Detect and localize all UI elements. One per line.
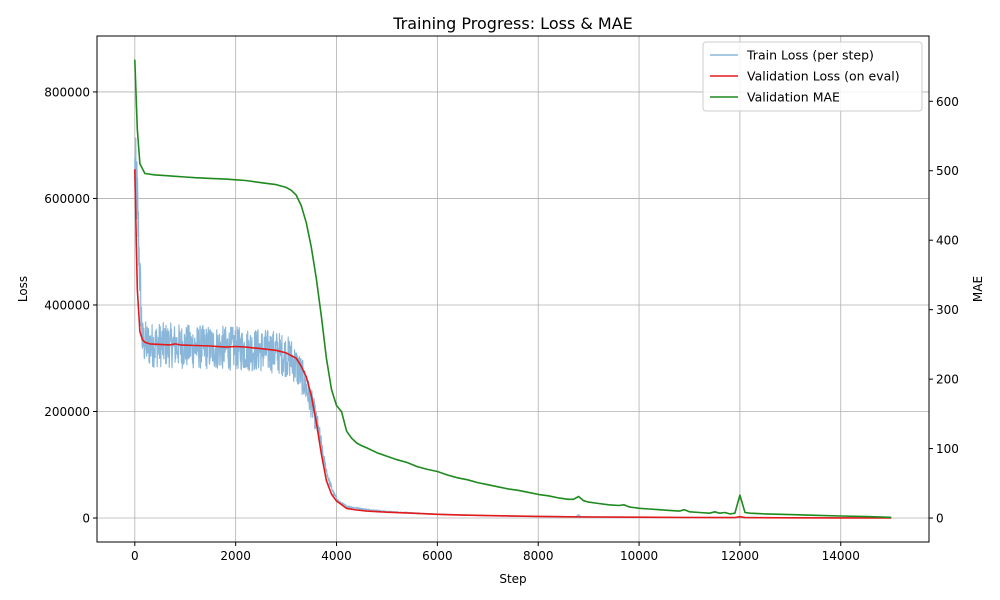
y-right-tick-label: 200 — [936, 373, 959, 387]
y-right-tick-label: 600 — [936, 95, 959, 109]
x-tick-label: 10000 — [620, 549, 658, 563]
y-left-tick-label: 400000 — [44, 298, 90, 312]
y-right-tick-label: 500 — [936, 164, 959, 178]
x-axis-label: Step — [499, 572, 526, 586]
legend-label-validation-mae: Validation MAE — [747, 90, 840, 105]
x-tick-label: 14000 — [822, 549, 860, 563]
y-left-tick-label: 600000 — [44, 192, 90, 206]
x-tick-label: 4000 — [321, 549, 352, 563]
x-tick-label: 8000 — [523, 549, 554, 563]
axis-ticks: 0 2000 4000 6000 8000 10000 12000 1400002000004… — [44, 85, 959, 563]
series-line-train-loss — [134, 137, 892, 519]
x-tick-label: 6000 — [422, 549, 453, 563]
y-axis-label-left: Loss — [16, 276, 30, 302]
x-tick-label: 0 — [131, 549, 139, 563]
series-line-validation-mae — [134, 59, 892, 519]
y-right-tick-label: 400 — [936, 234, 959, 248]
grid — [97, 36, 929, 542]
y-right-tick-label: 0 — [936, 512, 944, 526]
legend-box — [702, 41, 923, 112]
series-line-validation-loss — [134, 169, 892, 519]
y-left-tick-label: 0 — [82, 512, 90, 526]
plot-frame — [96, 35, 930, 543]
legend: Train Loss (per step) Validation Loss (o… — [702, 41, 923, 112]
y-axis-label-right: MAE — [971, 276, 985, 302]
y-right-tick-label: 100 — [936, 442, 959, 456]
x-tick-label: 12000 — [721, 549, 759, 563]
legend-label-train-loss: Train Loss (per step) — [746, 48, 874, 63]
chart-title: Training Progress: Loss & MAE — [392, 14, 633, 33]
y-left-tick-label: 800000 — [44, 85, 90, 99]
y-right-tick-label: 300 — [936, 303, 959, 317]
y-left-tick-label: 200000 — [44, 405, 90, 419]
x-tick-label: 2000 — [220, 549, 251, 563]
legend-label-validation-loss: Validation Loss (on eval) — [747, 69, 900, 84]
plot-series — [134, 59, 892, 519]
